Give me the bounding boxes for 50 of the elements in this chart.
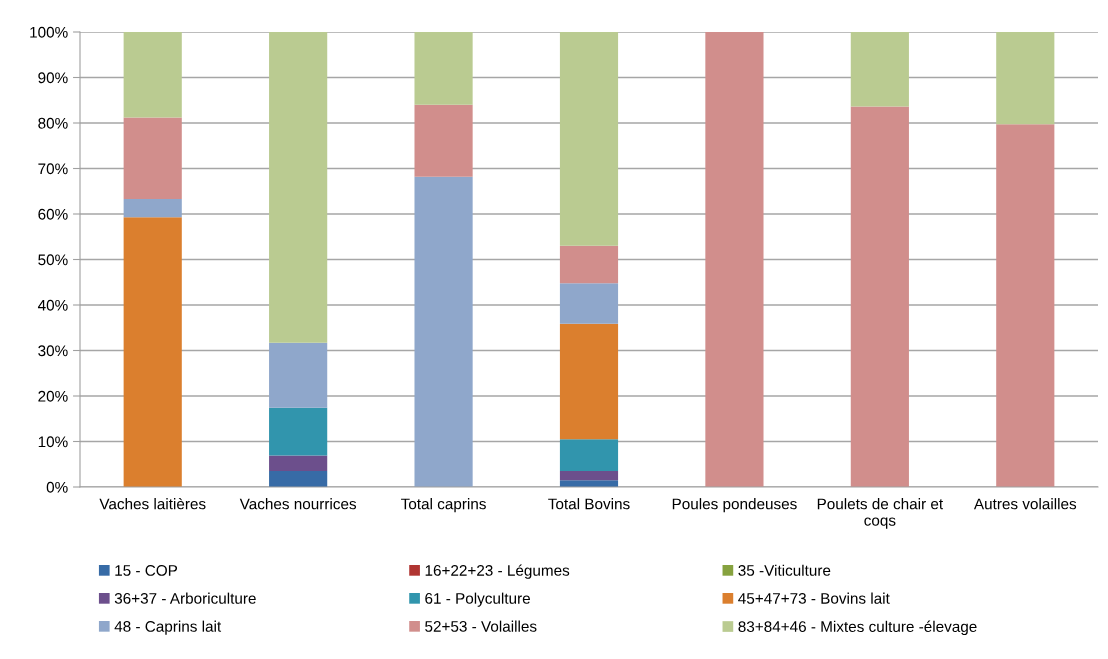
bar	[559, 323, 619, 440]
bar	[269, 407, 328, 456]
y-tick-label: 50%	[38, 254, 68, 266]
y-tick-label: 40%	[37, 299, 68, 311]
y-tick-label: 90%	[38, 72, 68, 84]
x-tick-label: Total caprins	[401, 498, 486, 513]
y-tick-label: 20%	[38, 390, 68, 402]
y-tick-label: 60%	[38, 208, 68, 220]
bar	[705, 32, 764, 487]
bar	[559, 439, 619, 472]
bar	[123, 32, 182, 118]
legend-label: 35 -Viticulture	[738, 564, 831, 576]
bar	[559, 471, 619, 481]
legend-label: 83+84+46 - Mixtes culture -élevage	[738, 620, 977, 636]
legend-label: 36+37 - Arboriculture	[114, 592, 256, 604]
bar	[269, 471, 328, 487]
bar	[414, 176, 473, 487]
bar	[559, 283, 619, 324]
y-tick-label: 80%	[38, 117, 68, 129]
bar	[269, 455, 328, 472]
bar	[123, 198, 182, 218]
bar	[559, 32, 619, 246]
legend-label: 48 - Caprins lait	[114, 620, 222, 635]
y-tick-label: 70%	[38, 163, 68, 175]
bar	[123, 117, 182, 199]
bar	[850, 32, 909, 107]
x-tick-label: Total Bovins	[548, 498, 630, 510]
legend-label: 45+47+73 - Bovins lait	[738, 592, 890, 604]
bar	[123, 217, 182, 487]
x-tick-label: Poulets de chair et coqs	[817, 498, 944, 529]
bar	[996, 32, 1055, 125]
x-tick-label: Vaches laitières	[99, 497, 206, 510]
y-tick-label: 100%	[30, 26, 68, 38]
y-tick-label: 0%	[46, 481, 68, 493]
bar	[414, 104, 473, 177]
y-tick-label: 10%	[38, 436, 68, 448]
legend-label: 61 - Polyculture	[425, 592, 530, 607]
bar	[559, 245, 619, 284]
y-tick-label: 30%	[38, 345, 68, 357]
x-tick-label: Autres volailles	[973, 498, 1077, 510]
legend-label: 16+22+23 - Légumes	[425, 564, 570, 579]
x-tick-label: Poules pondeuses	[672, 498, 797, 513]
legend-label: 15 - COP	[115, 565, 178, 576]
x-tick-label: Vaches nourrices	[239, 498, 357, 510]
bar	[269, 32, 328, 343]
bar	[850, 106, 909, 487]
bar	[414, 32, 473, 105]
bar	[996, 124, 1055, 487]
bar	[269, 342, 328, 408]
legend-label: 52+53 - Volailles	[425, 620, 537, 632]
